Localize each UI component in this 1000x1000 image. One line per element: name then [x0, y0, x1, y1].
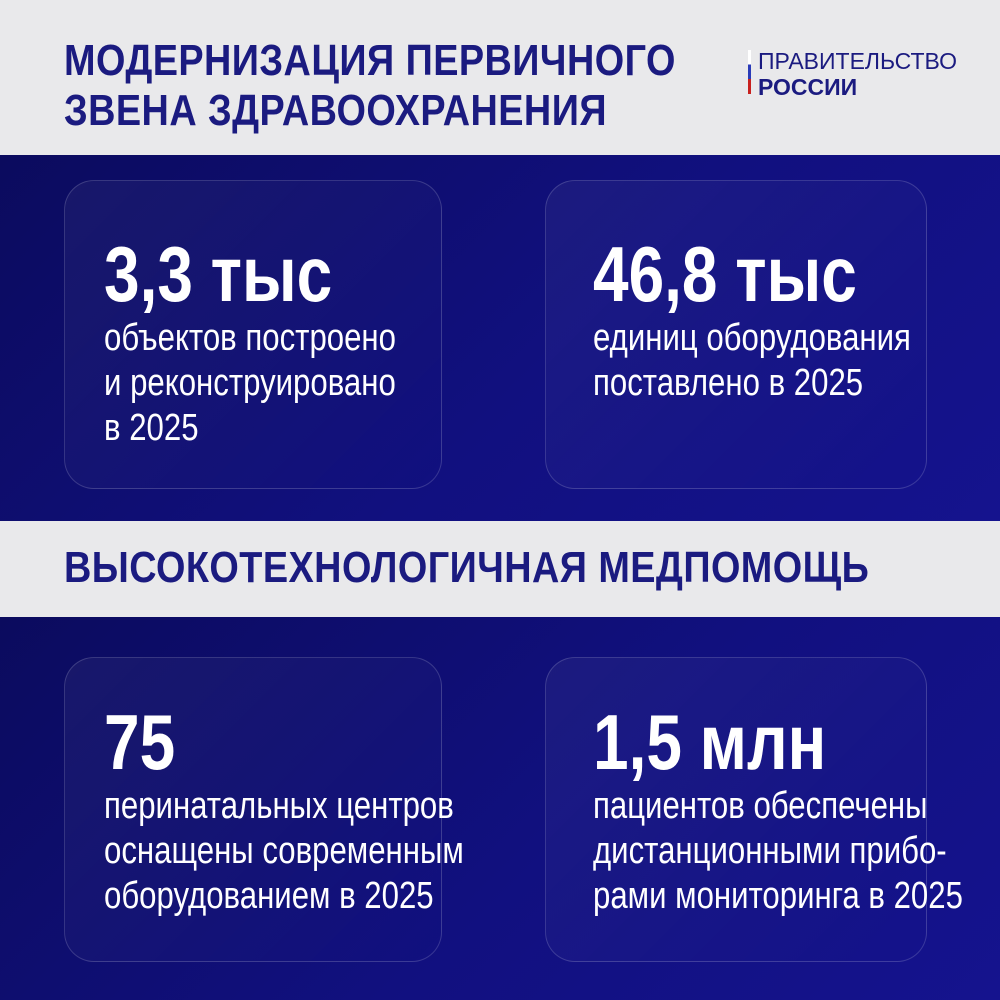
flag-stripe-icon	[748, 50, 751, 94]
section-2-title: ВЫСОКОТЕХНОЛОГИЧНАЯ МЕДПОМОЩЬ	[64, 543, 870, 592]
stat-card-objects	[64, 180, 442, 489]
stat-text: перинатальных центров	[104, 785, 454, 827]
stat-text: в 2025	[104, 407, 199, 449]
stat-card-equipment	[545, 180, 927, 489]
stat-text: оснащены современным	[104, 830, 464, 872]
stat-text: объектов построено	[104, 317, 396, 359]
stat-value: 75	[104, 698, 176, 786]
stat-objects: 3,3 тыс объектов построено и реконструир…	[104, 232, 396, 451]
stat-patients: 1,5 млн пациентов обеспечены дистанционн…	[593, 700, 963, 919]
section-2-panel	[0, 617, 1000, 1000]
stat-card-patients	[545, 657, 927, 962]
header-band	[0, 0, 1000, 155]
logo-line-2: РОССИИ	[758, 74, 858, 100]
stat-value: 3,3 тыс	[104, 230, 333, 318]
page-title: МОДЕРНИЗАЦИЯ ПЕРВИЧНОГО ЗВЕНА ЗДРАВООХРА…	[64, 36, 676, 136]
stat-text: и реконструировано	[104, 362, 396, 404]
logo-line-1: ПРАВИТЕЛЬСТВО	[758, 48, 957, 74]
title-line-2: ЗВЕНА ЗДРАВООХРАНЕНИЯ	[64, 86, 607, 135]
stat-text: дистанционными прибо-	[593, 830, 947, 872]
stat-text: поставлено в 2025	[593, 362, 864, 404]
section-1-panel	[0, 155, 1000, 521]
stat-card-perinatal	[64, 657, 442, 962]
stat-equipment: 46,8 тыс единиц оборудования поставлено …	[593, 232, 911, 406]
stat-text: единиц оборудования	[593, 317, 911, 359]
stat-text: рами мониторинга в 2025	[593, 875, 963, 917]
stat-perinatal: 75 перинатальных центров оснащены соврем…	[104, 700, 464, 919]
stat-value: 1,5 млн	[593, 698, 827, 786]
section-2-band	[0, 521, 1000, 617]
stat-text: пациентов обеспечены	[593, 785, 928, 827]
stat-value: 46,8 тыс	[593, 230, 857, 318]
stat-text: оборудованием в 2025	[104, 875, 434, 917]
title-line-1: МОДЕРНИЗАЦИЯ ПЕРВИЧНОГО	[64, 36, 676, 85]
